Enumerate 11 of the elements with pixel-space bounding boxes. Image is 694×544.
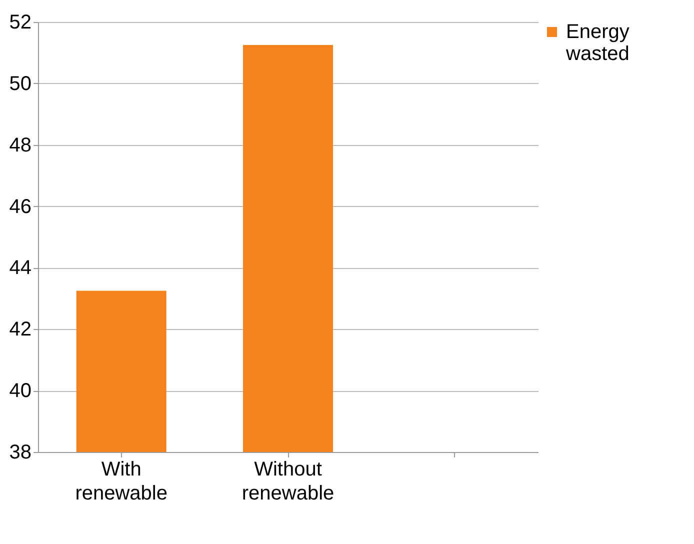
y-tick-label: 40 [9,380,32,402]
y-tick-label: 46 [9,196,32,218]
y-tick-label: 52 [9,12,32,34]
y-tick-label: 38 [9,442,32,464]
y-tick-label: 50 [9,72,32,95]
y-tick-label: 48 [9,134,32,156]
y-tick-label: 42 [9,318,32,341]
x-tick-label: With renewable [75,458,168,504]
legend-label: Energy wasted [565,21,630,65]
y-tick-label: 44 [9,257,32,280]
x-tick-label: Without renewable [242,458,334,504]
